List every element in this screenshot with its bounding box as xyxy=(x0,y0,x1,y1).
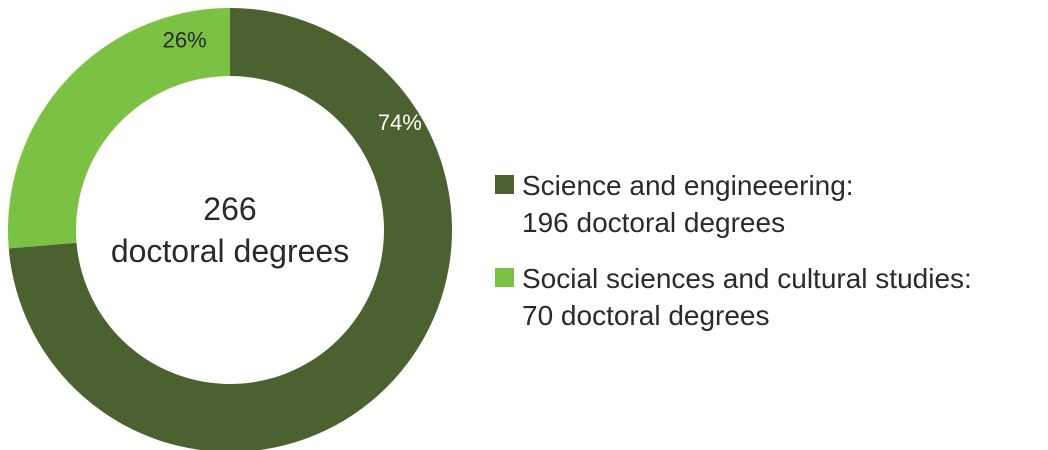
percent-label-social: 26% xyxy=(163,28,207,53)
legend-swatch-social xyxy=(495,268,514,287)
center-unit-label: doctoral degrees xyxy=(111,233,349,269)
legend-detail-science: 196 doctoral degrees xyxy=(522,207,786,238)
center-total-label: 266 xyxy=(203,191,256,227)
donut-slices xyxy=(7,8,452,450)
donut-slice-social xyxy=(7,8,230,249)
percent-label-science: 74% xyxy=(378,110,422,135)
legend-label-social: Social sciences and cultural studies: xyxy=(522,263,972,294)
donut-chart: 74% 26% 266 doctoral degrees xyxy=(7,8,452,450)
legend-item-science: Science and engineeering: 196 doctoral d… xyxy=(495,167,1040,241)
legend-label-science: Science and engineeering: xyxy=(522,170,854,201)
donut-slice-science xyxy=(8,8,452,450)
percent-labels: 74% 26% xyxy=(163,28,422,135)
legend-item-social: Social sciences and cultural studies: 70… xyxy=(495,260,1040,334)
legend-detail-social: 70 doctoral degrees xyxy=(522,300,770,331)
legend-swatch-science xyxy=(495,175,514,194)
legend: Science and engineeering: 196 doctoral d… xyxy=(495,167,1040,353)
